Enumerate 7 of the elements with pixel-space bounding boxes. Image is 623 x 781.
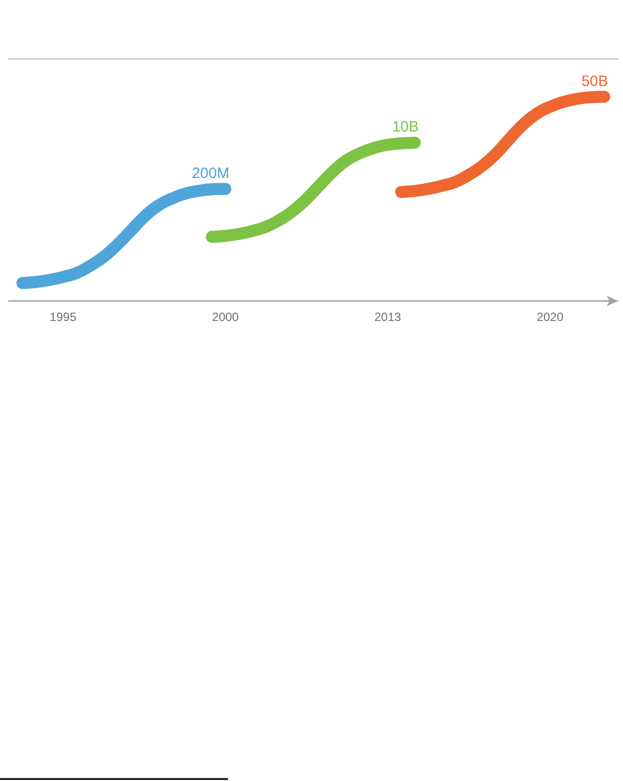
x-tick-label: 2000 bbox=[212, 310, 240, 324]
x-tick-label: 1995 bbox=[50, 310, 77, 324]
x-tick-label: 2013 bbox=[374, 310, 402, 324]
series-label: 10B bbox=[392, 118, 419, 136]
series-label: 50B bbox=[581, 72, 608, 90]
x-tick-label: 2020 bbox=[536, 310, 564, 324]
series-label: 200M bbox=[192, 164, 230, 182]
